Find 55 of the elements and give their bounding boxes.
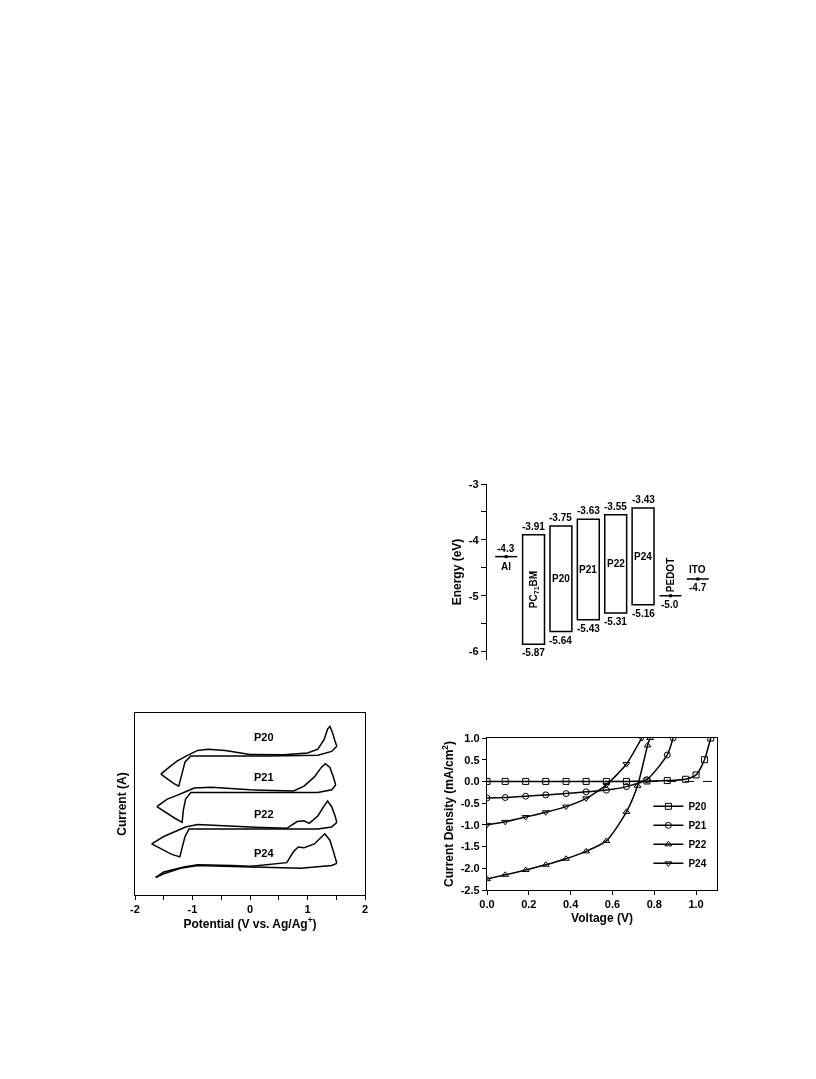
annotation: -5.43 xyxy=(577,623,601,634)
legend-label: P22 xyxy=(688,839,707,851)
y-axis-title: Current (A) xyxy=(115,772,130,836)
y-tick-label: -1.0 xyxy=(460,818,480,831)
legend-label: P20 xyxy=(688,801,707,813)
category-label: P21 xyxy=(579,564,597,575)
category-label: Al xyxy=(501,561,511,572)
annotation: -5.16 xyxy=(632,608,656,619)
y-tick-label: -1.5 xyxy=(460,840,480,853)
series-label: P24 xyxy=(254,847,275,859)
x-tick-label: 0.0 xyxy=(479,898,495,911)
y-tick-label: -2.0 xyxy=(460,862,480,875)
x-axis-title: Potential (V vs. Ag/Ag$^{+}$) xyxy=(183,915,317,932)
data-label: -5.0 xyxy=(661,599,679,610)
legend-label: P21 xyxy=(688,820,707,832)
x-tick-label: 2 xyxy=(361,903,369,916)
series-label: P21 xyxy=(254,771,274,783)
annotation: -3.75 xyxy=(549,512,573,523)
annotation: -5.31 xyxy=(604,616,628,627)
category-label: P20 xyxy=(552,573,570,584)
annotation: -5.87 xyxy=(522,647,546,658)
category-label: P22 xyxy=(607,558,625,569)
data-label: -4.3 xyxy=(497,543,515,554)
y-tick-label: -4 xyxy=(468,533,480,546)
annotation: -3.55 xyxy=(604,501,628,512)
x-tick-label: 0.2 xyxy=(521,898,537,911)
series-label: P20 xyxy=(254,731,274,743)
y-tick-label: 0.5 xyxy=(464,753,480,766)
x-tick-label: 0.6 xyxy=(604,898,621,911)
y-tick-label: -5 xyxy=(468,589,479,602)
y-tick-label: -0.5 xyxy=(460,796,480,809)
series-label: P22 xyxy=(254,808,274,820)
y-tick-label: 0.0 xyxy=(464,775,480,788)
annotation: -3.43 xyxy=(632,494,656,505)
y-axis-title: Energy (eV) xyxy=(450,538,465,606)
x-tick-label: -2 xyxy=(130,903,140,916)
y-tick-label: -3 xyxy=(468,477,479,490)
x-tick-label: 0.8 xyxy=(646,898,662,911)
annotation: -5.64 xyxy=(549,635,573,646)
category-label: PEDOT xyxy=(664,557,676,593)
legend-label: P24 xyxy=(688,858,707,870)
x-tick-label: 0 xyxy=(246,903,254,916)
x-tick-label: 0.4 xyxy=(562,898,580,911)
x-tick-label: 1.0 xyxy=(688,898,704,911)
x-tick-label: 1 xyxy=(304,903,311,916)
y-tick-label: -2.5 xyxy=(460,883,480,896)
annotation: -3.63 xyxy=(577,505,601,516)
y-tick-label: 1.0 xyxy=(464,731,480,744)
category-label: P24 xyxy=(634,551,652,562)
x-axis-title: Voltage (V) xyxy=(571,911,633,926)
x-tick-label: -1 xyxy=(187,903,198,916)
category-label: ITO xyxy=(689,564,706,575)
data-label: -4.7 xyxy=(689,582,707,593)
y-tick-label: -6 xyxy=(468,645,479,658)
annotation: -3.91 xyxy=(522,521,546,532)
